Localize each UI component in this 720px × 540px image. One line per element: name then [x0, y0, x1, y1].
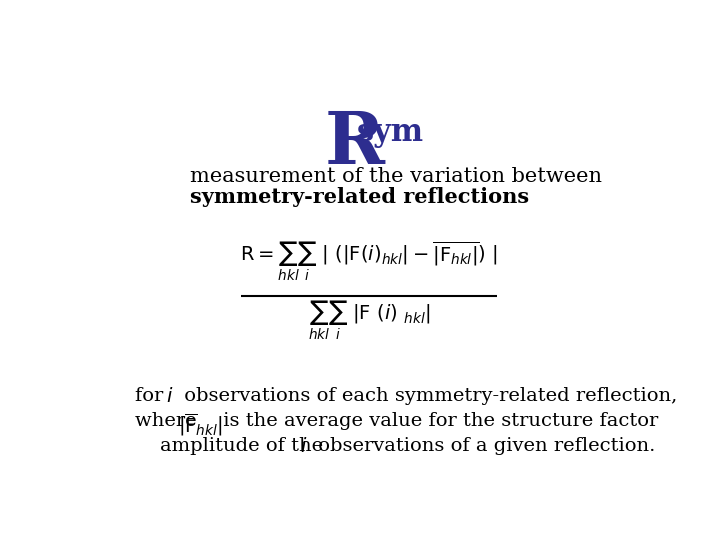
Text: observations of each symmetry-related reflection,: observations of each symmetry-related re… [178, 387, 678, 405]
Text: $i$: $i$ [166, 387, 174, 406]
Text: measurement of the variation between: measurement of the variation between [190, 167, 603, 186]
Text: where: where [135, 412, 202, 430]
Text: for: for [135, 387, 169, 405]
Text: observations of a given reflection.: observations of a given reflection. [312, 437, 655, 455]
Text: amplitude of the: amplitude of the [135, 437, 329, 455]
Text: sym: sym [356, 117, 424, 148]
Text: $|\overline{\mathrm{F}}_{\mathit{hkl}}|$: $|\overline{\mathrm{F}}_{\mathit{hkl}}|$ [178, 411, 223, 437]
Text: symmetry-related reflections: symmetry-related reflections [190, 187, 530, 207]
Text: $\sum_{\mathit{hkl}}\sum_{\mathit{i}}\ |\mathrm{F}\ (\mathit{i})\ _{\mathit{hkl}: $\sum_{\mathit{hkl}}\sum_{\mathit{i}}\ |… [307, 299, 431, 342]
Text: $i$: $i$ [300, 437, 307, 456]
Text: R: R [324, 109, 384, 179]
Text: $\mathrm{R} = \sum_{\mathit{hkl}}\sum_{\mathit{i}}\ |\ (|\mathrm{F}(\mathit{i})_: $\mathrm{R} = \sum_{\mathit{hkl}}\sum_{\… [240, 239, 498, 282]
Text: is the average value for the structure factor: is the average value for the structure f… [217, 412, 659, 430]
